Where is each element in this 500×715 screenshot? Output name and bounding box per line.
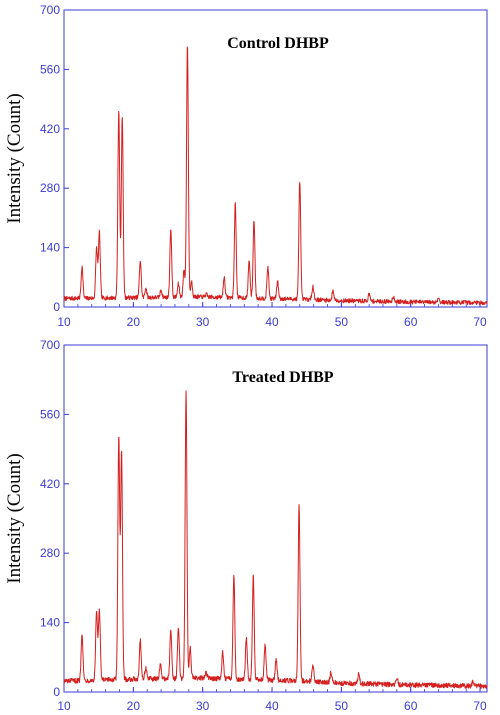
peak-point [253, 219, 254, 220]
peak-point [438, 297, 439, 298]
y-tick-label: 140 [40, 241, 60, 255]
y-tick-label: 140 [40, 616, 60, 630]
peak-point [206, 294, 207, 295]
peak-point [330, 672, 331, 673]
peak-point [253, 575, 254, 576]
peak-point [145, 287, 146, 288]
x-tick-label: 60 [404, 699, 418, 713]
chart-title: Control DHBP [227, 35, 329, 52]
peak-point [121, 451, 122, 452]
peak-point [160, 664, 161, 665]
y-axis-label: Intensity (Count) [4, 453, 25, 583]
x-tick-label: 30 [196, 699, 210, 713]
peak-point [298, 503, 299, 504]
peak-point [276, 659, 277, 660]
peak-point [170, 629, 171, 630]
peak-point [96, 247, 97, 248]
x-tick-label: 40 [265, 315, 279, 329]
plot-frame [63, 344, 488, 693]
peak-point [246, 637, 247, 638]
x-tick-label: 10 [57, 699, 71, 713]
x-tick-label: 40 [265, 699, 279, 713]
peak-point [118, 109, 119, 110]
x-tick-label: 70 [473, 699, 487, 713]
peak-point [140, 260, 141, 261]
peak-point [160, 289, 161, 290]
y-axis-label: Intensity (Count) [4, 93, 25, 223]
peak-point [190, 647, 191, 648]
peak-point [81, 266, 82, 267]
peak-point [264, 644, 265, 645]
x-tick-label: 50 [335, 699, 349, 713]
y-tick-label: 560 [40, 62, 60, 76]
peak-point [145, 667, 146, 668]
y-tick-label: 700 [40, 338, 60, 352]
plot-frame [63, 9, 488, 308]
peak-point [277, 281, 278, 282]
y-tick-label: 280 [40, 546, 60, 560]
peak-point [249, 260, 250, 261]
x-tick-label: 30 [196, 315, 210, 329]
x-tick-label: 70 [473, 315, 487, 329]
peak-point [118, 436, 119, 437]
peak-point [358, 674, 359, 675]
x-tick-label: 60 [404, 315, 418, 329]
peak-point [170, 228, 171, 229]
peak-point [99, 232, 100, 233]
peak-point [396, 678, 397, 679]
peak-point [178, 283, 179, 284]
peak-point [369, 294, 370, 295]
peak-point [473, 680, 474, 681]
chart-panel-2: 0 140 280 420 560 700 10 20 30 40 50 60 70 Treated DH… [4, 338, 488, 713]
peak-point [222, 652, 223, 653]
y-tick-label: 700 [40, 3, 60, 17]
peak-point [187, 43, 188, 44]
peak-point [191, 281, 192, 282]
y-tick-label: 420 [40, 122, 60, 136]
y-tick-label: 0 [53, 300, 60, 314]
peak-point [233, 573, 234, 574]
y-tick-label: 560 [40, 407, 60, 421]
peak-point [332, 290, 333, 291]
x-tick-label: 50 [335, 315, 349, 329]
y-tick-label: 280 [40, 181, 60, 195]
x-tick-label: 20 [127, 699, 141, 713]
chart-title: Treated DHBP [232, 369, 333, 386]
peak-point [267, 266, 268, 267]
peak-point [140, 639, 141, 640]
chart-panel-1: 0 140 280 420 560 700 10 20 30 40 50 60 70 Control DH… [4, 3, 488, 329]
y-tick-label: 0 [53, 685, 60, 699]
x-tick-label: 10 [57, 315, 71, 329]
peak-point [185, 391, 186, 392]
peak-point [299, 179, 300, 180]
peak-point [235, 202, 236, 203]
diffraction-series-line [63, 46, 488, 306]
peak-point [206, 672, 207, 673]
peak-point [224, 277, 225, 278]
diffraction-series-line [63, 390, 488, 689]
peak-point [122, 115, 123, 116]
x-tick-label: 20 [127, 315, 141, 329]
y-tick-label: 420 [40, 477, 60, 491]
peak-point [393, 296, 394, 297]
peak-point [312, 664, 313, 665]
peak-point [99, 610, 100, 611]
peak-point [178, 627, 179, 628]
peak-point [81, 632, 82, 633]
peak-point [96, 610, 97, 611]
peak-point [312, 285, 313, 286]
peak-point [183, 270, 184, 271]
